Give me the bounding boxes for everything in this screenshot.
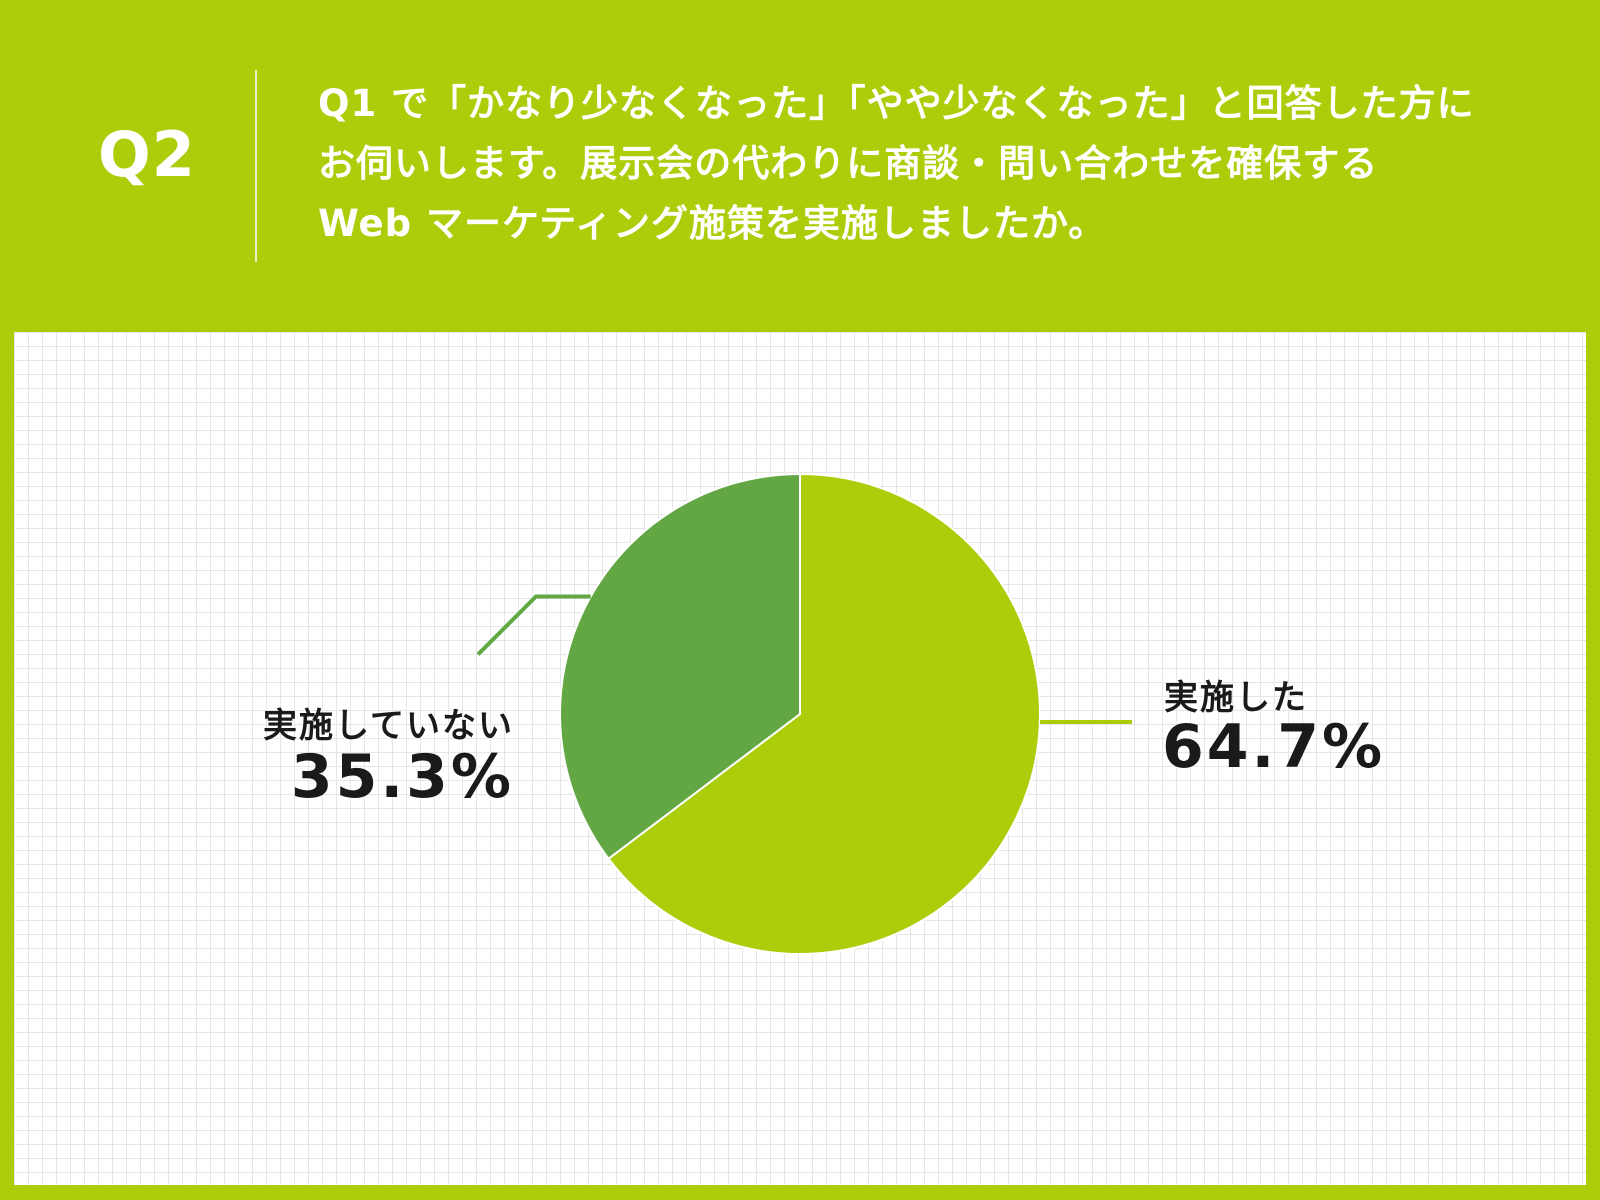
slice-label-not-implemented: 実施していない (263, 706, 514, 746)
question-line: Q1 で「かなり少なくなった」「やや少なくなった」と回答した方に (318, 82, 1475, 125)
leader-line-not-implemented (476, 594, 591, 656)
question-line: Web マーケティング施策を実施しましたか。 (318, 202, 1107, 245)
slice-value-implemented: 64.7% (1162, 712, 1386, 782)
question-number: Q2 (98, 118, 196, 191)
question-header: Q2 Q1 で「かなり少なくなった」「やや少なくなった」と回答した方に お伺いし… (0, 0, 1600, 332)
pie-slice-implemented (607, 472, 1041, 955)
pie-slices (559, 472, 1041, 955)
pie-chart (476, 472, 1132, 955)
slice-label-implemented: 実施した (1164, 678, 1308, 718)
pie-slice-not-implemented (559, 472, 801, 861)
header-divider (255, 70, 257, 262)
leader-lines (476, 594, 1132, 724)
question-text: Q1 で「かなり少なくなった」「やや少なくなった」と回答した方に お伺いします。… (318, 74, 1568, 254)
question-line: お伺いします。展示会の代わりに商談・問い合わせを確保する (318, 142, 1379, 185)
slice-value-not-implemented: 35.3% (290, 742, 514, 812)
chart-panel: 実施した 64.7% 実施していない 35.3% (14, 332, 1586, 1185)
